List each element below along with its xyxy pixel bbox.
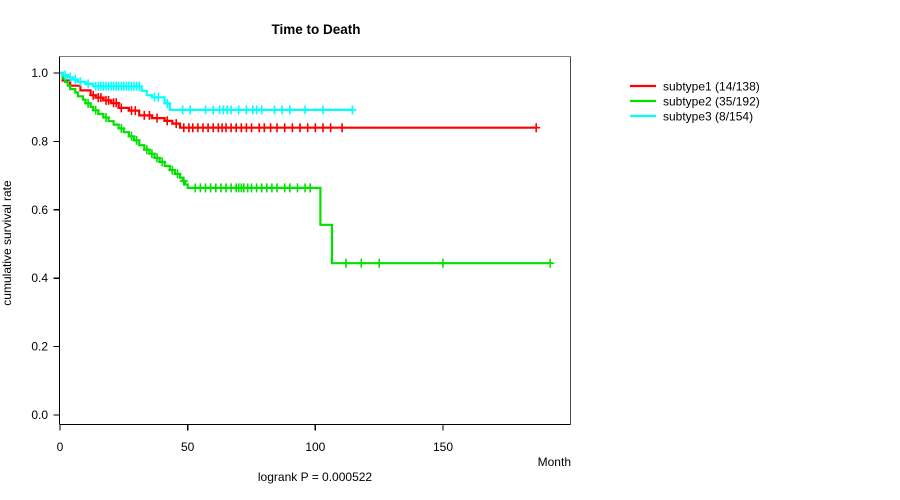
x-axis-label: Month xyxy=(538,455,571,469)
legend-label-subtype2: subtype2 (35/192) xyxy=(663,95,760,109)
axes-layer: 0 50 100 150 0.0 0.2 0.4 0.6 0.8 1.0 xyxy=(31,66,453,454)
censor-marks-subtype3 xyxy=(61,70,357,115)
y-tick-label: 0.4 xyxy=(31,271,48,285)
y-tick-label: 0.0 xyxy=(31,408,48,422)
y-tick-label: 0.6 xyxy=(31,203,48,217)
x-tick-label: 150 xyxy=(433,440,453,454)
plot-title: Time to Death xyxy=(271,22,360,37)
x-tick-label: 100 xyxy=(305,440,325,454)
legend-item-subtype1: subtype1 (14/138) xyxy=(630,80,760,94)
legend-item-subtype3: subtype3 (8/154) xyxy=(630,110,753,124)
y-tick-label: 1.0 xyxy=(31,66,48,80)
km-curve-subtype1 xyxy=(60,71,537,129)
censor-marks-subtype1 xyxy=(89,90,541,133)
legend-label-subtype1: subtype1 (14/138) xyxy=(663,80,760,94)
km-curve-subtype3 xyxy=(60,71,353,111)
y-axis-label: cumulative survival rate xyxy=(0,180,14,306)
logrank-pvalue: logrank P = 0.000522 xyxy=(258,470,373,484)
x-tick-label: 0 xyxy=(57,440,64,454)
legend-item-subtype2: subtype2 (35/192) xyxy=(630,95,760,109)
legend-label-subtype3: subtype3 (8/154) xyxy=(663,110,753,124)
y-tick-label: 0.2 xyxy=(31,340,48,354)
censor-marks-subtype2 xyxy=(84,98,555,268)
y-tick-label: 0.8 xyxy=(31,134,48,148)
km-curve-subtype2 xyxy=(60,71,551,265)
legend: subtype1 (14/138)subtype2 (35/192)subtyp… xyxy=(630,80,760,124)
series-layer xyxy=(60,70,555,268)
x-tick-label: 50 xyxy=(181,440,195,454)
